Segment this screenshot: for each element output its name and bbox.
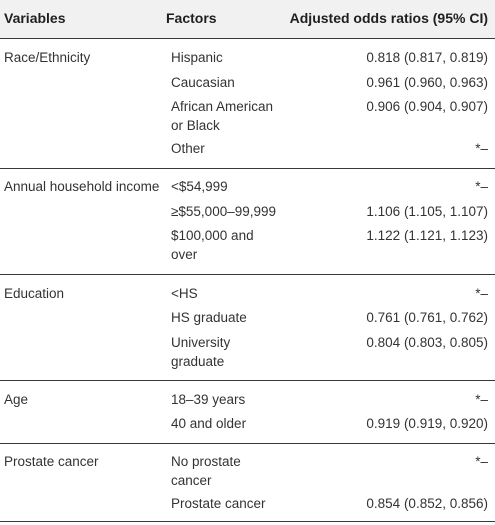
factor-african-american: African American [171, 99, 274, 114]
factor-prostate-cancer: Prostate cancer [171, 496, 266, 511]
or-caucasian: 0.961 (0.960, 0.963) [366, 75, 488, 90]
factor-age-18-39: 18–39 years [171, 392, 246, 407]
or-income-high: 1.122 (1.121, 1.123) [366, 228, 488, 243]
header-factors: Factors [166, 10, 217, 26]
factor-no-prostate-cancer: No prostate [171, 454, 241, 469]
variable-annual-household-income: Annual household income [4, 179, 160, 194]
or-income-low-reference: *– [475, 179, 488, 194]
factor-income-high: $100,000 and [171, 228, 254, 243]
bottom-rule [0, 521, 495, 522]
group-rule [0, 274, 495, 275]
header-variables: Variables [4, 10, 66, 26]
or-less-than-hs-reference: *– [475, 286, 488, 301]
or-university-graduate: 0.804 (0.803, 0.805) [366, 335, 488, 350]
factor-african-american-line2: or Black [171, 118, 220, 133]
factor-income-high-line2: over [171, 247, 198, 262]
factor-university-graduate-line2: graduate [171, 354, 225, 369]
header-odds-ratios: Adjusted odds ratios (95% CI) [289, 10, 488, 26]
variable-education: Education [4, 286, 65, 301]
or-hs-graduate: 0.761 (0.761, 0.762) [366, 310, 488, 325]
header-rule [0, 38, 495, 39]
or-african-american: 0.906 (0.904, 0.907) [366, 99, 488, 114]
or-hispanic: 0.818 (0.817, 0.819) [366, 50, 488, 65]
table-header: Variables Factors Adjusted odds ratios (… [0, 0, 495, 38]
factor-no-prostate-cancer-line2: cancer [171, 473, 212, 488]
factor-other: Other [171, 141, 205, 156]
factor-hispanic: Hispanic [171, 50, 223, 65]
group-rule [0, 168, 495, 169]
or-age-18-39-reference: *– [475, 392, 488, 407]
or-income-mid: 1.106 (1.105, 1.107) [366, 204, 488, 219]
group-rule [0, 380, 495, 381]
factor-hs-graduate: HS graduate [171, 310, 247, 325]
variable-race-ethnicity: Race/Ethnicity [4, 50, 91, 65]
factor-less-than-hs: <HS [171, 286, 198, 301]
or-prostate-cancer: 0.854 (0.852, 0.856) [366, 496, 488, 511]
or-other-reference: *– [475, 141, 488, 156]
factor-income-mid: ≥$55,000–99,999 [171, 204, 277, 219]
factor-university-graduate: University [171, 335, 231, 350]
variable-prostate-cancer: Prostate cancer [4, 454, 99, 469]
factor-caucasian: Caucasian [171, 75, 235, 90]
factor-income-low: <$54,999 [171, 179, 228, 194]
variable-age: Age [4, 392, 29, 407]
or-age-40-older: 0.919 (0.919, 0.920) [366, 416, 488, 431]
factor-age-40-older: 40 and older [171, 416, 247, 431]
or-no-prostate-cancer-reference: *– [475, 454, 488, 469]
group-rule [0, 443, 495, 444]
